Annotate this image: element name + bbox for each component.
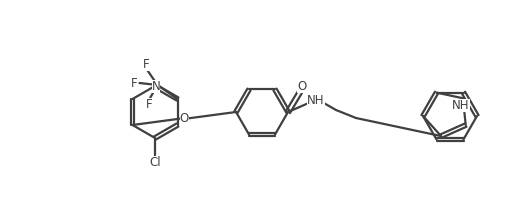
Text: O: O bbox=[297, 80, 307, 93]
Text: F: F bbox=[143, 58, 150, 71]
Text: Cl: Cl bbox=[149, 155, 161, 168]
Text: NH: NH bbox=[452, 99, 470, 112]
Text: O: O bbox=[179, 112, 189, 125]
Text: F: F bbox=[146, 97, 153, 110]
Text: F: F bbox=[131, 77, 138, 90]
Text: N: N bbox=[151, 80, 160, 93]
Text: NH: NH bbox=[307, 93, 325, 106]
